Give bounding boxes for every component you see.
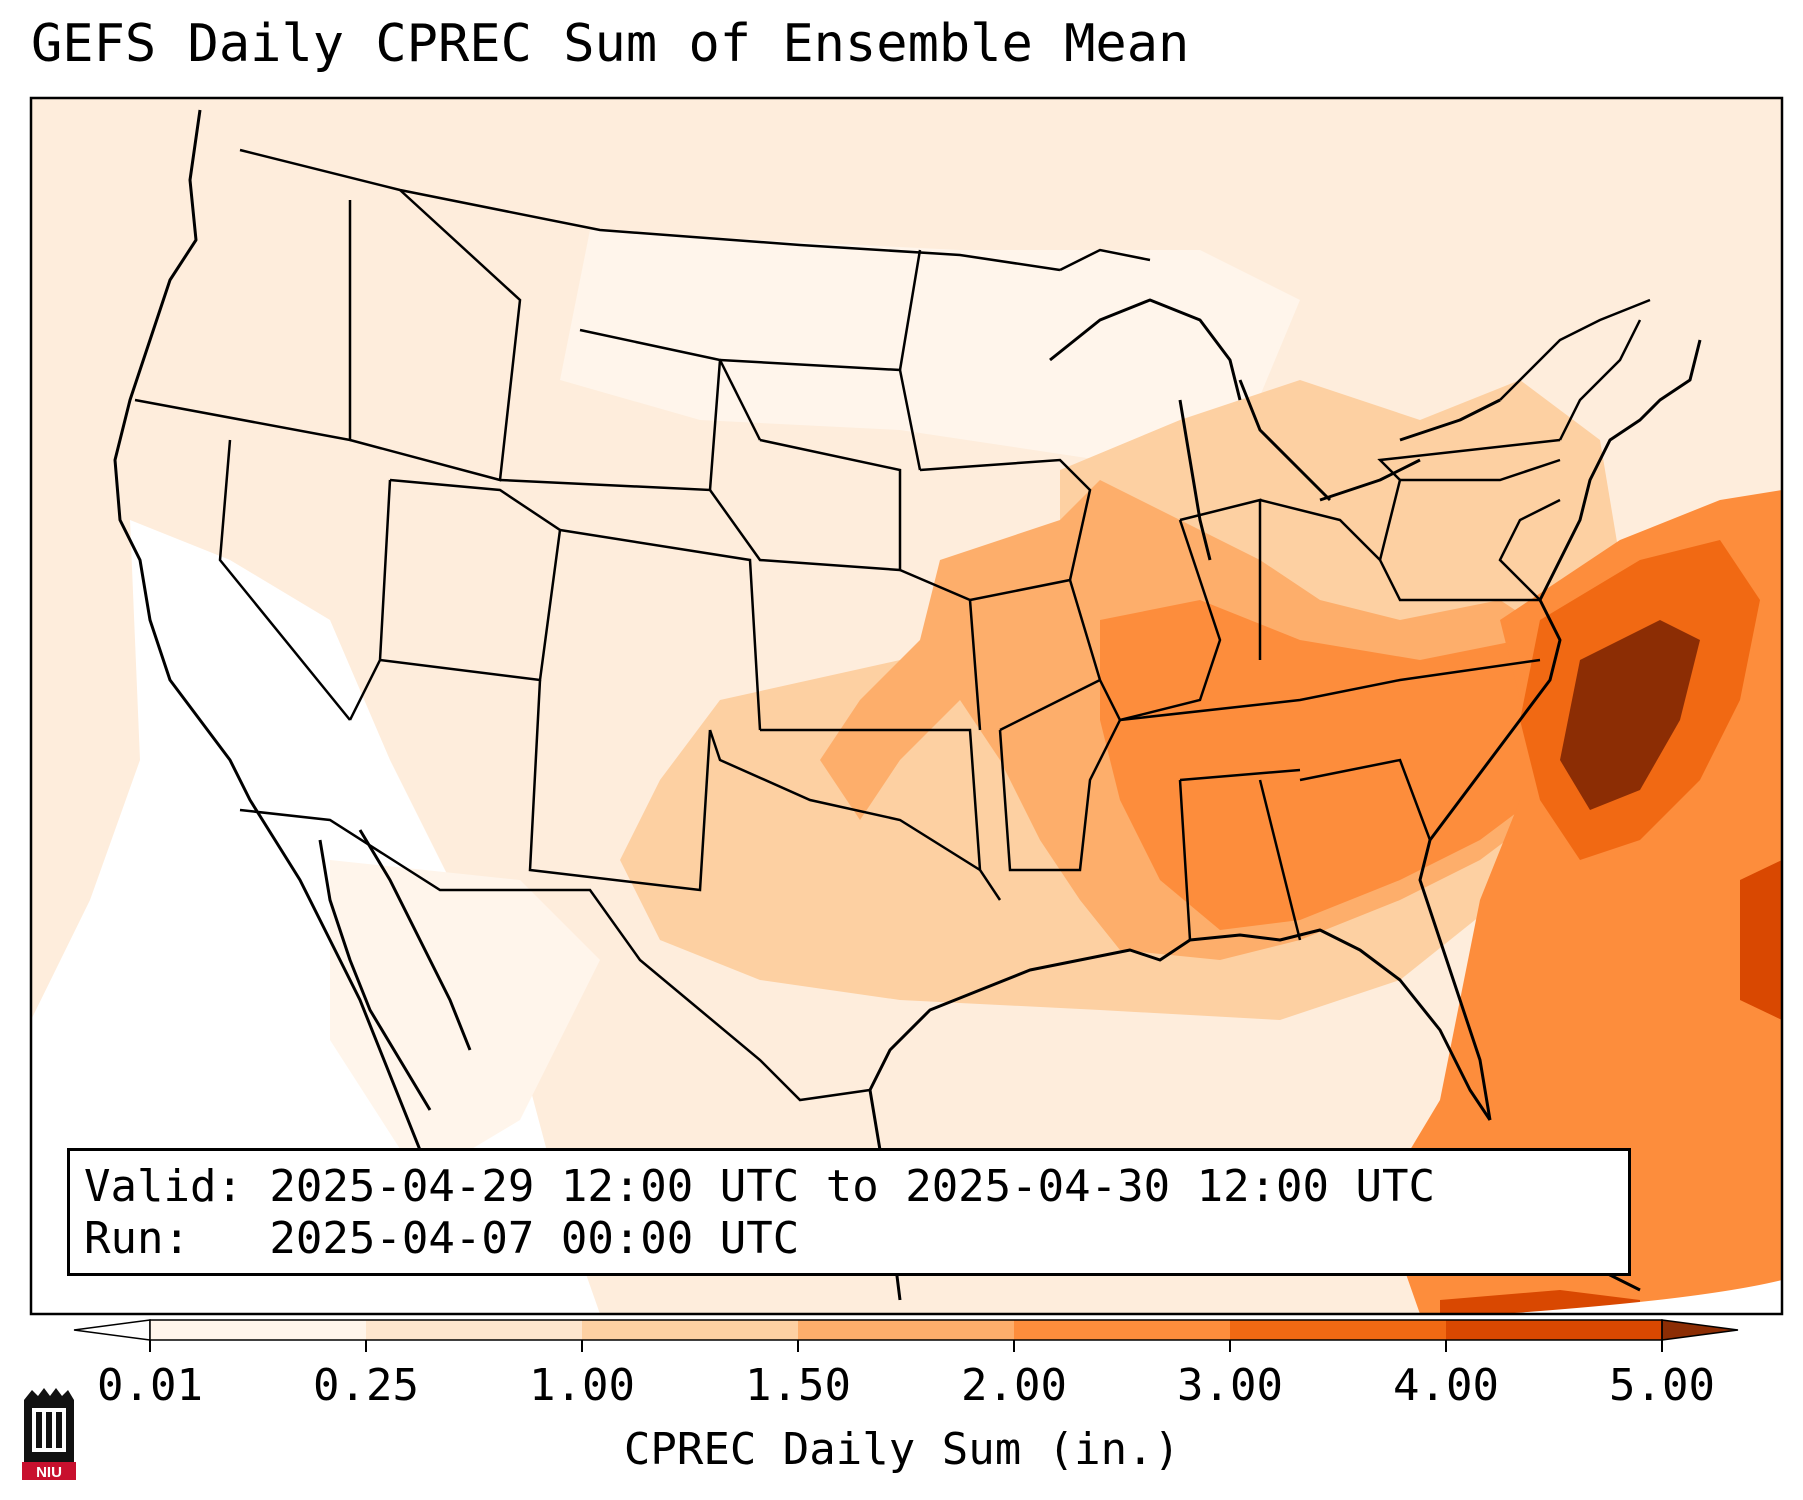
colorbar-tick-label: 5.00 — [1609, 1360, 1715, 1411]
colorbar-extend-high — [1661, 1319, 1739, 1341]
colorbar-segment — [582, 1320, 798, 1340]
colorbar-extend-low — [73, 1319, 151, 1341]
colorbar-segment — [150, 1320, 366, 1340]
colorbar-tick-label: 4.00 — [1393, 1360, 1499, 1411]
colorbar-tick-label: 0.25 — [313, 1360, 419, 1411]
colorbar-tick-label: 3.00 — [1177, 1360, 1283, 1411]
northeast-light — [1600, 200, 1782, 490]
dry-region-southwest — [330, 860, 600, 1180]
valid-time-text: Valid: 2025-04-29 12:00 UTC to 2025-04-3… — [84, 1161, 1436, 1212]
colorbar-segment — [1230, 1320, 1446, 1340]
colorbar-tick-label: 2.00 — [961, 1360, 1067, 1411]
colorbar-outline — [149, 1319, 1663, 1341]
heavy-precip-east — [1100, 600, 1580, 930]
logo-text: NIU — [36, 1464, 62, 1481]
valid-run-info-box: Valid: 2025-04-29 12:00 UTC to 2025-04-3… — [67, 1148, 1631, 1276]
dry-region-north — [560, 230, 1300, 460]
colorbar-segment — [1446, 1320, 1662, 1340]
state-borders — [134, 148, 1651, 1102]
colorbar-label: CPREC Daily Sum (in.) — [623, 1424, 1181, 1475]
niu-tower-logo-icon: NIU — [22, 1388, 76, 1481]
map-title: GEFS Daily CPREC Sum of Ensemble Mean — [31, 14, 1190, 74]
run-time-text: Run: 2025-04-07 00:00 UTC — [84, 1213, 800, 1264]
map-frame — [29, 96, 1784, 1316]
colorbar-tick-label: 0.01 — [97, 1360, 203, 1411]
colorbar-tick-label: 1.00 — [529, 1360, 635, 1411]
precipitation-map — [29, 96, 1784, 1316]
colorbar-tick-label: 1.50 — [745, 1360, 851, 1411]
projection-edge — [1500, 1280, 1782, 1314]
colorbar-segment — [366, 1320, 582, 1340]
colorbar-segment — [1014, 1320, 1230, 1340]
colorbar — [73, 1319, 1739, 1352]
atlantic-east-heavy — [1740, 860, 1782, 1020]
atlantic-max-core — [1560, 620, 1700, 810]
colorbar-segment — [798, 1320, 1014, 1340]
projection-edge-left — [31, 1270, 600, 1314]
